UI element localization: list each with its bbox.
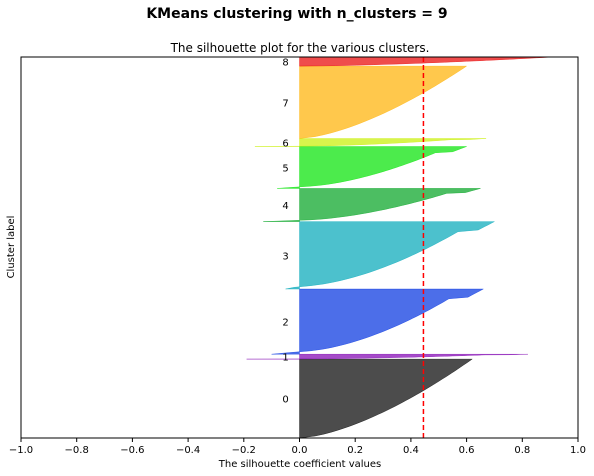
cluster-7-silhouette [299, 65, 468, 139]
cluster-0-silhouette [299, 358, 473, 438]
cluster-3-silhouette [285, 221, 495, 290]
cluster-label-5: 5 [282, 163, 288, 174]
cluster-4-silhouette [263, 188, 481, 222]
cluster-label-4: 4 [282, 201, 288, 212]
x-tick-label-8: 0.6 [459, 445, 475, 456]
cluster-8-silhouette [299, 57, 553, 67]
x-axis-label: The silhouette coefficient values [218, 459, 382, 470]
x-tick-label-2: −0.6 [120, 445, 144, 456]
x-tick-label-3: −0.4 [176, 445, 200, 456]
x-tick-label-9: 0.8 [514, 445, 530, 456]
cluster-label-8: 8 [282, 58, 288, 69]
cluster-6-silhouette [254, 138, 487, 147]
cluster-2-silhouette [271, 288, 484, 355]
x-tick-label-5: 0.0 [292, 445, 308, 456]
x-tick-label-6: 0.2 [347, 445, 363, 456]
cluster-label-7: 7 [282, 98, 288, 109]
cluster-1-silhouette [246, 353, 528, 360]
x-tick-label-10: 1.0 [570, 445, 586, 456]
figure-suptitle: KMeans clustering with n_clusters = 9 [146, 6, 447, 22]
cluster-label-6: 6 [282, 139, 288, 150]
x-tick-label-4: −0.2 [232, 445, 256, 456]
cluster-label-0: 0 [282, 395, 288, 406]
cluster-label-3: 3 [282, 251, 288, 262]
x-tick-label-7: 0.4 [403, 445, 419, 456]
chart-title: The silhouette plot for the various clus… [170, 41, 430, 55]
cluster-label-1: 1 [282, 353, 288, 364]
cluster-5-silhouette [277, 146, 467, 189]
x-tick-label-0: −1.0 [9, 445, 33, 456]
silhouette-shapes [246, 57, 553, 438]
y-axis-label: Cluster label [6, 216, 17, 279]
x-tick-label-1: −0.8 [65, 445, 89, 456]
plot-area: 0 1 2 3 4 5 6 7 8 −1.0 −0.8 −0.6 −0.4 −0.2 0.0 0.2 0.4 0.… [9, 56, 586, 456]
cluster-label-2: 2 [282, 318, 288, 329]
